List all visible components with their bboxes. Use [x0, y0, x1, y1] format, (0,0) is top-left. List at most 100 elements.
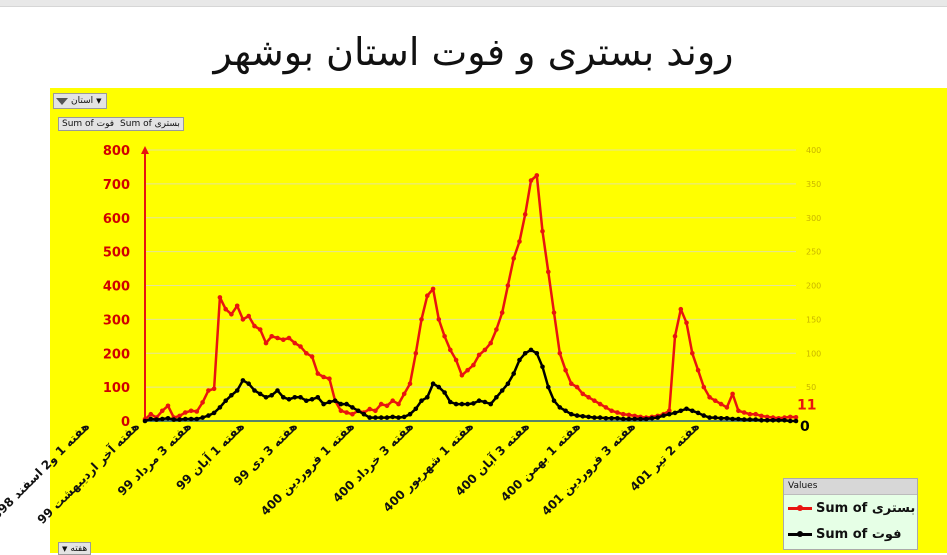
data-point: [430, 286, 436, 292]
data-point: [494, 327, 499, 332]
data-point: [425, 395, 430, 400]
y-tick-label: 500: [103, 246, 130, 261]
data-point: [332, 398, 338, 404]
data-point: [643, 416, 649, 422]
data-point: [597, 415, 603, 420]
data-point: [229, 312, 234, 317]
data-point: [183, 410, 188, 415]
data-point: [626, 416, 632, 422]
data-point: [787, 414, 793, 420]
province-filter-label: استان: [71, 96, 94, 106]
data-point: [309, 397, 315, 402]
data-point: [257, 327, 263, 332]
data-point: [505, 381, 511, 387]
values-field-buttons[interactable]: Sum of فوت Sum of بستری: [58, 117, 184, 131]
data-point: [770, 418, 776, 423]
data-point: [413, 406, 419, 412]
window-top-bar: [0, 0, 947, 7]
data-point: [436, 384, 442, 390]
x-tick-label: هفته 3 فروردین 401: [539, 419, 639, 519]
y-tick-label: 400: [103, 280, 130, 295]
data-point: [234, 303, 240, 309]
y2-tick-label: 200: [806, 282, 821, 291]
chart-title: روند بستری و فوت استان بوشهر: [213, 30, 734, 74]
data-point: [546, 384, 551, 390]
y2-tick-label: 300: [806, 214, 821, 223]
data-point: [718, 401, 724, 407]
data-point: [684, 406, 689, 412]
x-tick-label: هفته 2 تیر 401: [627, 419, 702, 494]
data-point: [292, 340, 298, 346]
data-point: [528, 178, 534, 183]
data-point: [286, 335, 292, 341]
data-point: [223, 398, 228, 404]
data-point: [142, 418, 148, 424]
data-point: [459, 373, 465, 378]
data-point: [275, 335, 280, 341]
x-tick-label: هفته 1 فروردین 400: [258, 419, 358, 519]
data-point: [378, 401, 384, 407]
legend-item-hospitalized: Sum of بستری: [788, 498, 915, 518]
data-point: [160, 408, 165, 414]
data-point: [459, 401, 465, 407]
value-button-deaths[interactable]: Sum of فوت: [62, 119, 115, 129]
data-point: [246, 381, 251, 387]
data-point: [615, 410, 620, 415]
data-point: [551, 398, 557, 404]
value-button-hospitalized[interactable]: Sum of بستری: [120, 119, 180, 129]
province-filter-button[interactable]: استان ▼: [53, 93, 107, 109]
data-point: [448, 399, 453, 405]
data-point: [574, 384, 580, 390]
x-tick-label: هفته آخر اردیبهشت 99: [34, 419, 142, 527]
data-point: [355, 408, 361, 414]
data-point: [269, 334, 275, 339]
week-axis-button[interactable]: ▼ هفته: [58, 542, 92, 555]
data-point: [563, 408, 568, 414]
data-point: [793, 415, 799, 420]
legend-item-deaths: Sum of فوت: [788, 524, 902, 544]
data-point: [592, 415, 597, 420]
data-point: [257, 391, 263, 397]
data-point: [747, 411, 753, 417]
data-point: [465, 401, 470, 407]
data-point: [488, 401, 494, 407]
legend-label-hospitalized: Sum of بستری: [816, 500, 916, 516]
end-value-label-deaths: 0: [800, 419, 810, 435]
data-point: [615, 416, 620, 421]
data-point: [246, 313, 251, 319]
data-point: [540, 229, 545, 234]
legend-swatch-hospitalized: [788, 503, 812, 513]
data-point: [476, 352, 482, 358]
data-point: [603, 405, 609, 410]
data-point: [350, 411, 355, 417]
data-point: [661, 413, 666, 418]
data-point: [419, 317, 424, 322]
data-point: [419, 398, 424, 404]
data-point: [534, 351, 540, 356]
data-point: [165, 416, 171, 421]
data-point: [678, 306, 684, 312]
data-point: [321, 401, 326, 407]
data-point: [724, 416, 730, 421]
data-point: [430, 381, 436, 387]
data-point: [286, 397, 292, 402]
data-point: [574, 413, 580, 418]
y-tick-label: 100: [103, 381, 130, 396]
data-point: [499, 310, 505, 315]
data-point: [609, 408, 614, 414]
data-point: [494, 395, 499, 400]
y-tick-label: 300: [103, 313, 130, 328]
data-point: [736, 408, 741, 414]
data-point: [580, 391, 586, 397]
data-point: [217, 405, 223, 410]
data-point: [759, 413, 764, 419]
data-point: [304, 398, 309, 404]
data-point: [563, 367, 568, 373]
legend-title: Values: [784, 479, 917, 495]
data-point: [148, 411, 154, 417]
y2-tick-label: 350: [806, 180, 821, 189]
data-point: [298, 395, 303, 400]
data-point: [217, 295, 223, 300]
data-point: [759, 418, 764, 423]
data-point: [511, 256, 516, 261]
